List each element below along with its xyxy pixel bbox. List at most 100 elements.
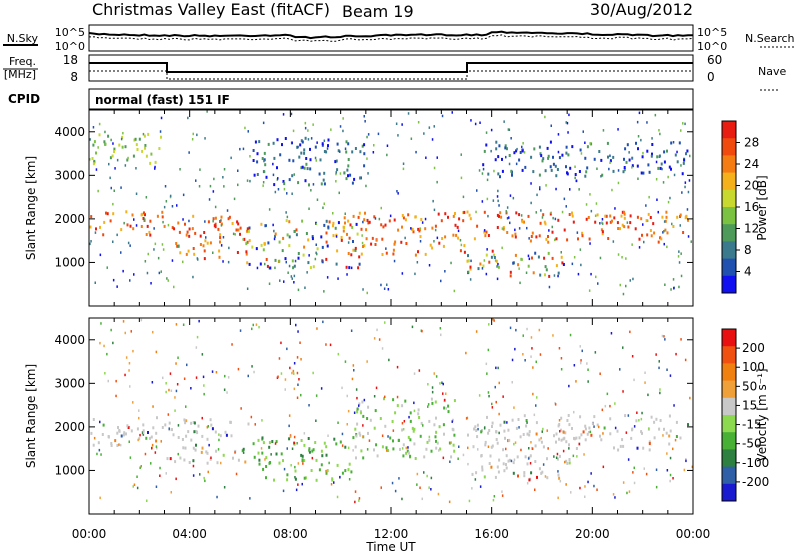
power-cell [590, 209, 593, 213]
vel-cell [439, 447, 442, 451]
power-cell [293, 274, 296, 278]
power-cell [380, 223, 383, 227]
power-cell [642, 171, 645, 175]
power-cell [133, 138, 136, 142]
vel-cell [428, 435, 431, 439]
power-cell [325, 150, 328, 154]
power-cell [497, 172, 500, 176]
vel-cell [578, 436, 581, 440]
power-cell [469, 217, 472, 221]
time-tick-label: 00:00 [72, 527, 107, 541]
power-cell [106, 266, 108, 269]
vel-cell [235, 472, 238, 476]
vel-cell [427, 383, 429, 386]
power-ytick-label: 2000 [54, 212, 85, 226]
power-cell [483, 210, 486, 214]
power-cell [612, 155, 615, 159]
power-cell [462, 219, 465, 223]
power-cell [501, 246, 503, 250]
power-cell [263, 151, 266, 155]
power-cell [645, 219, 648, 223]
power-cell [424, 217, 427, 221]
power-cell [658, 129, 660, 132]
vel-cell [420, 421, 423, 425]
power-cell [525, 271, 528, 274]
power-cell [370, 242, 373, 246]
vel-cell [358, 402, 361, 406]
power-cell [144, 260, 147, 263]
vel-cell [155, 485, 158, 488]
power-cell [496, 277, 499, 281]
vel-cell [669, 456, 672, 460]
power-cell [670, 167, 672, 171]
velocity-colorbar-tick-label: 200 [742, 341, 765, 355]
power-cell [544, 265, 547, 269]
vel-cell [517, 474, 519, 478]
power-cell [563, 197, 566, 201]
power-cell [407, 213, 410, 217]
nsky-right-tick-top: 10^5 [697, 26, 727, 39]
power-cell [347, 252, 350, 255]
power-cell [598, 150, 601, 153]
vel-cell [160, 440, 162, 443]
power-cell [214, 216, 217, 220]
power-cell [485, 131, 488, 134]
vel-cell [174, 409, 176, 412]
power-cell [308, 207, 310, 210]
vel-cell [280, 452, 283, 456]
power-cell [551, 225, 553, 229]
power-cell [256, 173, 259, 176]
power-cell [149, 219, 152, 223]
power-cell [346, 168, 349, 172]
power-cell [175, 242, 178, 245]
vel-cell [479, 485, 482, 488]
power-cell [287, 271, 289, 274]
power-cell [237, 228, 240, 232]
power-cell [262, 248, 265, 252]
power-cell [171, 205, 174, 208]
vel-cell [530, 336, 533, 339]
vel-cell [128, 369, 130, 372]
vel-cell [341, 471, 344, 475]
power-cell [416, 261, 419, 264]
vel-cell [659, 388, 661, 391]
power-cell [277, 177, 279, 180]
vel-cell [579, 415, 582, 419]
vel-cell [565, 440, 568, 444]
power-cell [303, 151, 306, 155]
vel-cell [350, 470, 353, 474]
power-cell [557, 274, 559, 278]
vel-cell [293, 387, 296, 391]
power-cell [212, 219, 214, 223]
vel-cell [373, 337, 376, 340]
vel-cell [268, 445, 271, 449]
power-cell [637, 177, 639, 180]
power-cell [508, 154, 511, 157]
power-cell [167, 223, 170, 227]
vel-cell [294, 477, 297, 481]
power-cell [434, 224, 437, 228]
power-cell [673, 173, 676, 177]
vel-cell [93, 436, 96, 440]
power-cell [350, 253, 353, 257]
vel-cell [457, 457, 459, 460]
vel-cell [257, 451, 260, 455]
vel-cell [314, 441, 317, 444]
vel-cell [407, 451, 410, 455]
power-cell [608, 167, 610, 171]
power-cell [649, 229, 652, 232]
vel-cell [352, 436, 355, 440]
vel-cell [516, 455, 519, 459]
vel-cell [481, 465, 484, 469]
vel-cell [355, 434, 358, 438]
vel-cell [354, 490, 357, 493]
vel-cell [493, 319, 495, 322]
vel-cell [155, 431, 158, 435]
power-cell [539, 186, 541, 189]
power-cell [259, 262, 262, 266]
vel-cell [425, 447, 428, 451]
power-cell [112, 202, 114, 206]
power-cell [247, 229, 250, 233]
vel-cell [341, 444, 344, 447]
vel-cell [211, 427, 214, 431]
